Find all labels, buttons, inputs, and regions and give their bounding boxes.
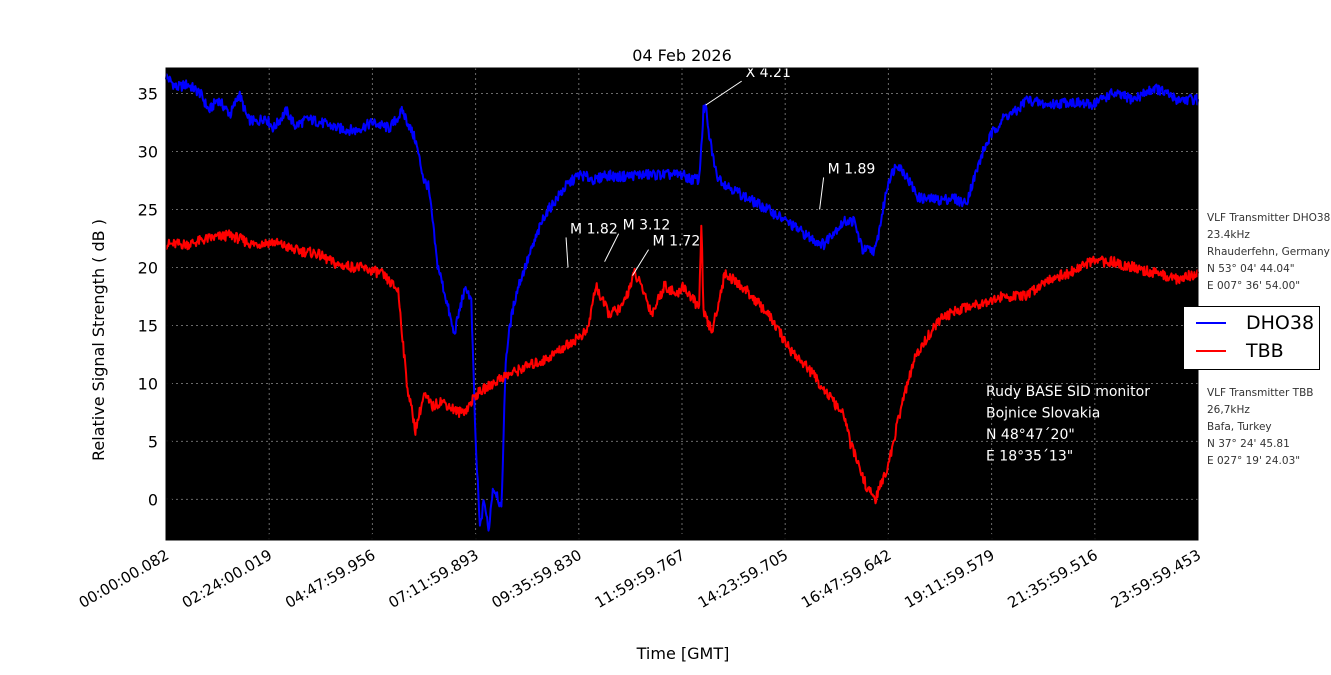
x-tick-label: 19:11:59.579 <box>901 546 997 612</box>
dho38-note-line: Rhauderfehn, Germany <box>1207 246 1330 258</box>
x-tick-label: 00:00:00.082 <box>76 546 172 612</box>
y-tick-label: 0 <box>148 490 158 509</box>
y-tick-label: 20 <box>138 258 158 277</box>
y-tick-label: 25 <box>138 200 158 219</box>
flare-annotation: M 1.89 <box>828 161 876 177</box>
flare-annotation: M 3.12 <box>623 218 671 234</box>
x-axis-label: Time [GMT] <box>636 644 730 663</box>
dho38-note-line: VLF Transmitter DHO38 <box>1207 212 1331 224</box>
dho38-transmitter-note: VLF Transmitter DHO38 23.4kHz Rhauderfeh… <box>1207 210 1330 295</box>
annotation-leader-line <box>705 80 742 106</box>
legend-label: DHO38 <box>1246 312 1315 334</box>
tbb-transmitter-note: VLF Transmitter TBB 26,7kHz Bafa, Turkey… <box>1207 385 1313 470</box>
flare-annotation: M 1.72 <box>653 234 701 250</box>
legend-label: TBB <box>1246 340 1284 362</box>
x-tick-label: 23:59:59.453 <box>1108 546 1204 612</box>
legend-swatch-red <box>1196 350 1226 352</box>
dho38-note-line: N 53° 04' 44.04" <box>1207 263 1295 275</box>
x-tick-label: 09:35:59.830 <box>489 546 585 612</box>
x-tick-label: 07:11:59.893 <box>385 546 481 612</box>
tbb-note-line: N 37° 24' 45.81 <box>1207 438 1290 450</box>
station-info-line: E 18°35´13" <box>986 449 1073 465</box>
x-tick-label: 16:47:59.642 <box>798 546 894 612</box>
annotation-leader-line <box>819 177 825 210</box>
legend-item-dho38: DHO38 <box>1184 311 1314 335</box>
x-axis-ticks: 00:00:00.082 02:24:00.019 04:47:59.956 07:1… <box>76 534 1204 612</box>
station-info: Rudy BASE SID monitor Bojnice Slovakia N 4… <box>986 384 1150 465</box>
tbb-note-line: 26,7kHz <box>1207 404 1250 416</box>
y-axis-ticks: 0 5 10 15 20 25 30 35 <box>138 85 172 509</box>
y-tick-label: 30 <box>138 142 158 161</box>
y-tick-label: 5 <box>148 432 158 451</box>
tbb-note-line: Bafa, Turkey <box>1207 421 1272 433</box>
series-line-tbb <box>165 224 1199 505</box>
station-info-line: Bojnice Slovakia <box>986 406 1100 422</box>
dho38-note-line: 23.4kHz <box>1207 229 1250 241</box>
annotation-leader-line <box>565 237 569 268</box>
x-tick-label: 04:47:59.956 <box>282 546 378 612</box>
legend-item-tbb: TBB <box>1184 339 1284 363</box>
annotation-leader-line <box>632 249 649 276</box>
series-line-dho38 <box>165 73 1199 532</box>
legend: DHO38 TBB <box>1183 306 1320 370</box>
x-tick-label: 21:35:59.516 <box>1005 546 1101 612</box>
x-tick-label: 02:24:00.019 <box>179 546 275 612</box>
flare-annotation: X 4.21 <box>746 65 791 81</box>
flare-annotation: M 1.82 <box>570 221 618 237</box>
x-tick-label: 11:59:59.767 <box>592 546 688 612</box>
y-tick-label: 35 <box>138 85 158 104</box>
tbb-note-line: VLF Transmitter TBB <box>1207 387 1314 399</box>
annotation-layer: X 4.21 M 1.82 M 3.12M 1.72 M 1.89 <box>565 65 876 276</box>
station-info-line: Rudy BASE SID monitor <box>986 384 1150 400</box>
y-tick-label: 15 <box>138 316 158 335</box>
annotation-leader-line <box>604 233 620 262</box>
y-tick-label: 10 <box>138 374 158 393</box>
series-layer <box>165 73 1199 532</box>
legend-swatch-blue <box>1196 322 1226 324</box>
tbb-note-line: E 027° 19' 24.03" <box>1207 455 1301 467</box>
station-info-line: N 48°47´20" <box>986 427 1075 443</box>
dho38-note-line: E 007° 36' 54.00" <box>1207 280 1301 292</box>
y-axis-label: Relative Signal Strength ( dB ) <box>89 219 108 461</box>
x-tick-label: 14:23:59.705 <box>695 546 791 612</box>
chart-title: 04 Feb 2026 <box>632 46 732 65</box>
